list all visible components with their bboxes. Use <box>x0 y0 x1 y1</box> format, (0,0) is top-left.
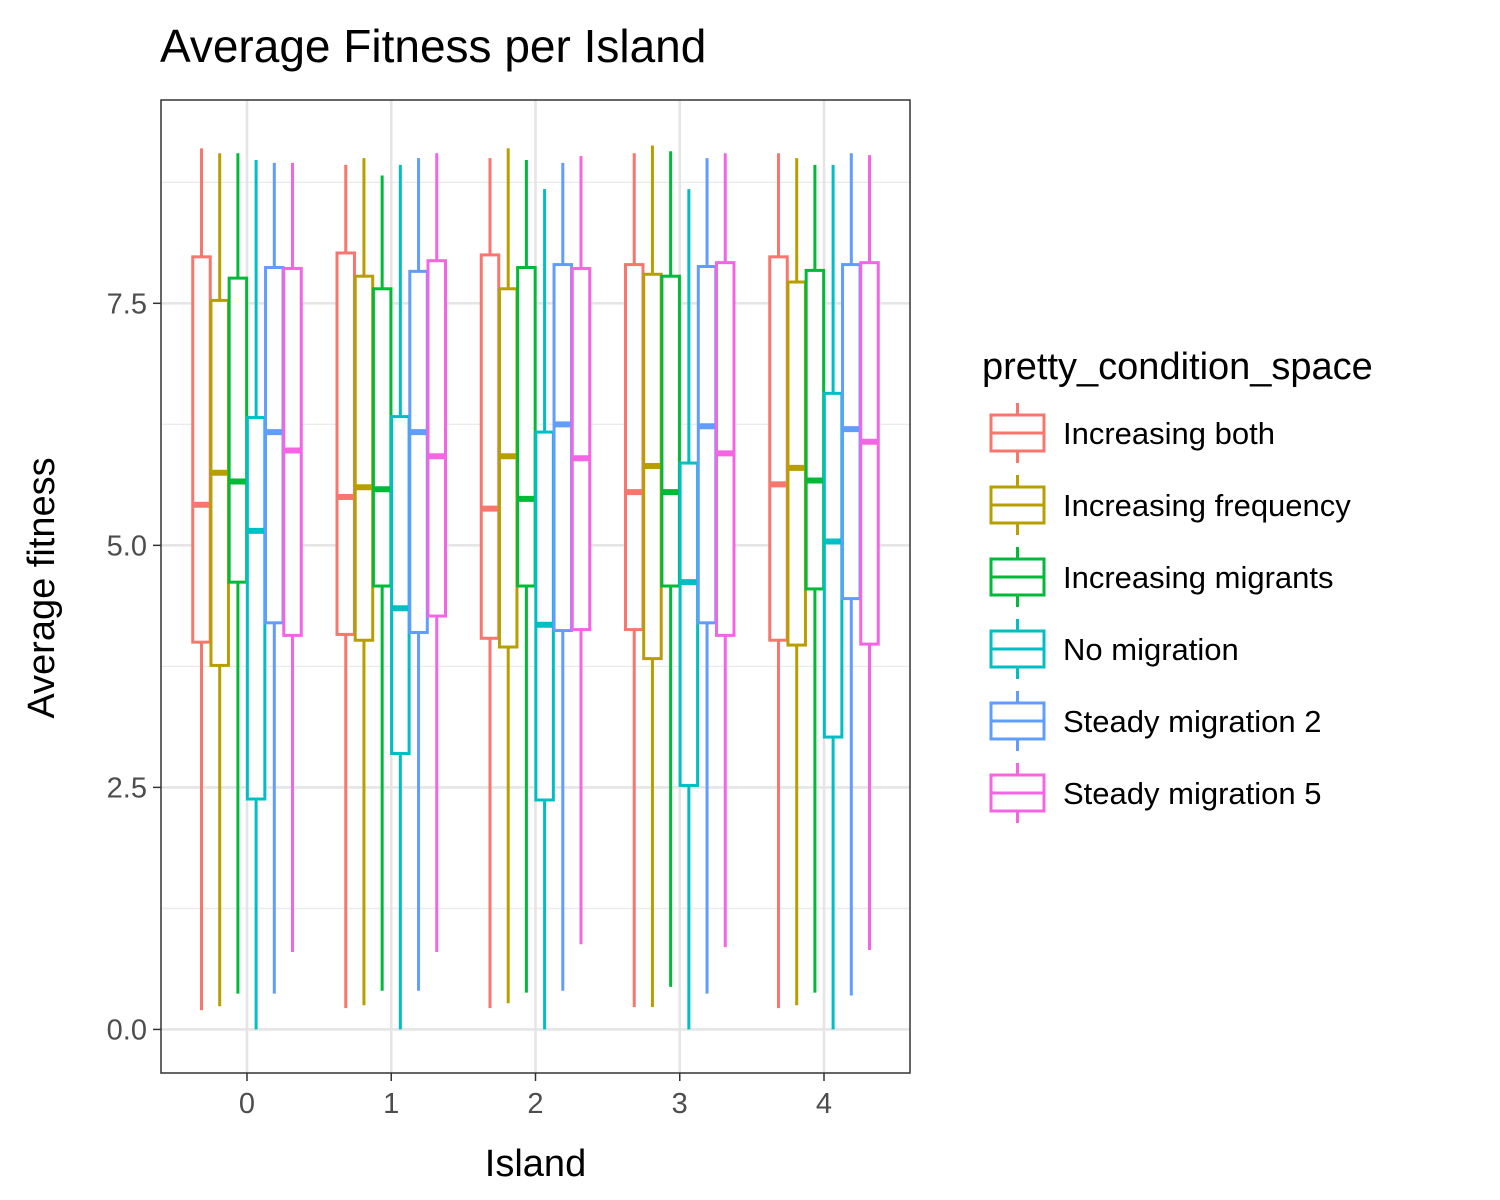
box <box>786 280 807 647</box>
x-tick-label: 2 <box>527 1088 543 1120</box>
legend-item: Increasing migrants <box>989 541 1334 613</box>
box-plots <box>191 145 880 1030</box>
legend-items: Increasing both Increasing frequency Incre… <box>989 397 1351 829</box>
box <box>264 265 285 625</box>
box <box>371 287 393 588</box>
box <box>570 266 592 632</box>
box <box>822 391 844 739</box>
x-axis: 0 1 2 3 4 <box>239 1073 832 1120</box>
box <box>678 461 700 787</box>
y-axis-title: Average fitness <box>21 457 63 718</box>
box <box>245 416 267 801</box>
box <box>516 265 537 588</box>
series-steady-migration-2 <box>264 153 862 996</box>
legend-label: Increasing migrants <box>1063 560 1334 595</box>
legend-item: No migration <box>989 613 1239 685</box>
x-tick-label: 3 <box>672 1088 688 1120</box>
box <box>859 261 880 646</box>
box <box>715 261 736 637</box>
y-tick-label: 2.5 <box>107 772 147 804</box>
y-tick-label: 5.0 <box>107 530 147 562</box>
x-tick-label: 0 <box>239 1088 255 1120</box>
series-increasing-both <box>191 148 789 1011</box>
box <box>335 251 356 636</box>
series-increasing-migrants <box>227 151 826 994</box>
series-increasing-frequency <box>209 145 807 1008</box>
y-tick-label: 0.0 <box>107 1014 147 1046</box>
x-tick-label: 4 <box>816 1088 832 1120</box>
box <box>227 276 249 584</box>
box <box>768 255 789 642</box>
box <box>552 263 574 633</box>
y-tick-label: 7.5 <box>107 288 147 320</box>
legend-item: Increasing both <box>989 397 1275 469</box>
box <box>624 263 645 632</box>
legend-label: Steady migration 5 <box>1063 776 1321 811</box>
box <box>479 253 501 640</box>
box <box>534 430 555 802</box>
box <box>696 265 718 625</box>
box <box>390 415 411 756</box>
legend-label: Increasing frequency <box>1063 488 1351 523</box>
legend-label: Increasing both <box>1063 416 1275 451</box>
box <box>660 274 681 588</box>
box <box>191 255 212 644</box>
legend-title: pretty_condition_space <box>982 346 1373 388</box>
x-tick-label: 1 <box>383 1088 399 1120</box>
chart-title: Average Fitness per Island <box>160 20 706 72</box>
series-no-migration <box>245 160 844 1030</box>
legend-item: Increasing frequency <box>989 469 1351 541</box>
box <box>497 287 519 649</box>
legend-item: Steady migration 5 <box>989 757 1321 829</box>
legend-item: Steady migration 2 <box>989 685 1321 757</box>
box <box>408 269 429 634</box>
legend-label: Steady migration 2 <box>1063 704 1321 739</box>
plot-panel <box>160 99 911 1074</box>
legend: pretty_condition_space Increasing bothIn… <box>982 346 1373 829</box>
box <box>209 298 230 667</box>
box <box>804 268 826 591</box>
y-axis: 0.0 2.5 5.0 7.5 <box>107 288 161 1046</box>
series-steady-migration-5 <box>282 153 880 952</box>
x-axis-title: Island <box>485 1143 586 1185</box>
legend-label: No migration <box>1063 632 1239 667</box>
box <box>426 259 447 618</box>
box <box>353 274 375 642</box>
